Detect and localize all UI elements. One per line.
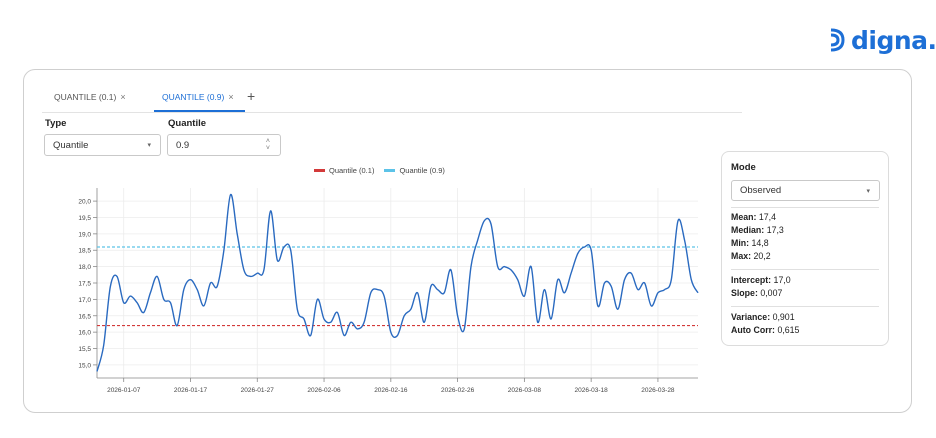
divider bbox=[731, 207, 879, 208]
type-label: Type bbox=[45, 118, 67, 129]
legend-item-q-low[interactable]: Quantile (0.1) bbox=[314, 166, 374, 175]
y-tick-label: 15,0 bbox=[78, 362, 91, 369]
tab-label: QUANTILE (0.9) bbox=[162, 92, 225, 102]
stat-intercept: Intercept: 17,0 bbox=[731, 275, 791, 285]
tab-bar: QUANTILE (0.1) × QUANTILE (0.9) × + bbox=[42, 86, 742, 113]
y-tick-label: 18,5 bbox=[78, 248, 91, 255]
series-line bbox=[96, 193, 699, 372]
stat-mean: Mean: 17,4 bbox=[731, 212, 776, 222]
y-tick-label: 15,5 bbox=[78, 346, 91, 353]
quantile-stepper[interactable]: 0.9 ˄ ˅ bbox=[167, 134, 281, 156]
x-tick-label: 2026-03-18 bbox=[575, 387, 609, 394]
stat-variance: Variance: 0,901 bbox=[731, 312, 795, 322]
stat-max: Max: 20,2 bbox=[731, 251, 771, 261]
x-tick-label: 2026-02-06 bbox=[307, 387, 341, 394]
tab-quantile-0-9[interactable]: QUANTILE (0.9) × bbox=[162, 92, 234, 102]
digna-logo: digna. bbox=[828, 22, 936, 58]
tab-label: QUANTILE (0.1) bbox=[54, 92, 117, 102]
analysis-card: QUANTILE (0.1) × QUANTILE (0.9) × + Type Q… bbox=[23, 69, 912, 413]
mode-select[interactable]: Observed ▾ bbox=[731, 180, 880, 201]
y-tick-label: 16,5 bbox=[78, 313, 91, 320]
x-tick-label: 2026-01-17 bbox=[174, 387, 208, 394]
x-tick-label: 2026-02-16 bbox=[374, 387, 408, 394]
time-series-chart: 15,0 15,5 16,0 16,5 17,0 17,5 18,0 18,5 19,0 19,5… bbox=[78, 188, 699, 394]
stat-autocorr: Auto Corr: 0,615 bbox=[731, 325, 800, 335]
type-select-value: Quantile bbox=[53, 139, 89, 151]
legend-swatch-q-high bbox=[384, 169, 396, 172]
chevron-down-icon: ▾ bbox=[147, 142, 151, 149]
divider bbox=[731, 306, 879, 307]
chevron-down-icon: ▾ bbox=[866, 187, 870, 195]
chart-legend: Quantile (0.1) Quantile (0.9) bbox=[314, 166, 455, 175]
logo-mark-icon bbox=[830, 28, 845, 52]
x-tick-label: 2026-01-27 bbox=[241, 387, 275, 394]
y-tick-label: 17,5 bbox=[78, 281, 91, 288]
active-tab-indicator bbox=[154, 110, 245, 112]
legend-item-q-high[interactable]: Quantile (0.9) bbox=[384, 166, 445, 175]
mode-select-value: Observed bbox=[740, 185, 782, 196]
decrement-icon[interactable]: ˅ bbox=[265, 145, 270, 152]
y-tick-label: 20,0 bbox=[78, 199, 91, 206]
quantile-input-value: 0.9 bbox=[176, 139, 190, 151]
legend-label-q-high: Quantile (0.9) bbox=[399, 166, 445, 175]
divider bbox=[731, 269, 879, 270]
stats-panel: Mode Observed ▾ Mean: 17,4 Median: 17,3 … bbox=[721, 151, 889, 346]
stat-slope: Slope: 0,007 bbox=[731, 288, 783, 298]
type-select[interactable]: Quantile ▾ bbox=[44, 134, 161, 156]
y-tick-label: 18,0 bbox=[78, 264, 91, 271]
y-tick-label: 16,0 bbox=[78, 330, 91, 337]
logo-text: digna. bbox=[851, 25, 936, 55]
y-tick-label: 17,0 bbox=[78, 297, 91, 304]
stat-median: Median: 17,3 bbox=[731, 225, 784, 235]
stat-min: Min: 14,8 bbox=[731, 238, 769, 248]
mode-label: Mode bbox=[731, 162, 756, 173]
add-tab-button[interactable]: + bbox=[247, 88, 256, 104]
x-tick-label: 2026-03-08 bbox=[508, 387, 542, 394]
x-tick-label: 2026-03-28 bbox=[641, 387, 675, 394]
x-tick-label: 2026-02-26 bbox=[441, 387, 475, 394]
close-icon[interactable]: × bbox=[120, 92, 126, 102]
x-tick-label: 2026-01-07 bbox=[107, 387, 141, 394]
y-tick-label: 19,0 bbox=[78, 231, 91, 238]
legend-label-q-low: Quantile (0.1) bbox=[329, 166, 375, 175]
tab-quantile-0-1[interactable]: QUANTILE (0.1) × bbox=[54, 92, 126, 102]
quantile-label: Quantile bbox=[168, 118, 207, 129]
close-icon[interactable]: × bbox=[228, 92, 234, 102]
y-tick-label: 19,5 bbox=[78, 215, 91, 222]
legend-swatch-q-low bbox=[314, 169, 325, 172]
increment-icon[interactable]: ˄ bbox=[265, 138, 270, 145]
